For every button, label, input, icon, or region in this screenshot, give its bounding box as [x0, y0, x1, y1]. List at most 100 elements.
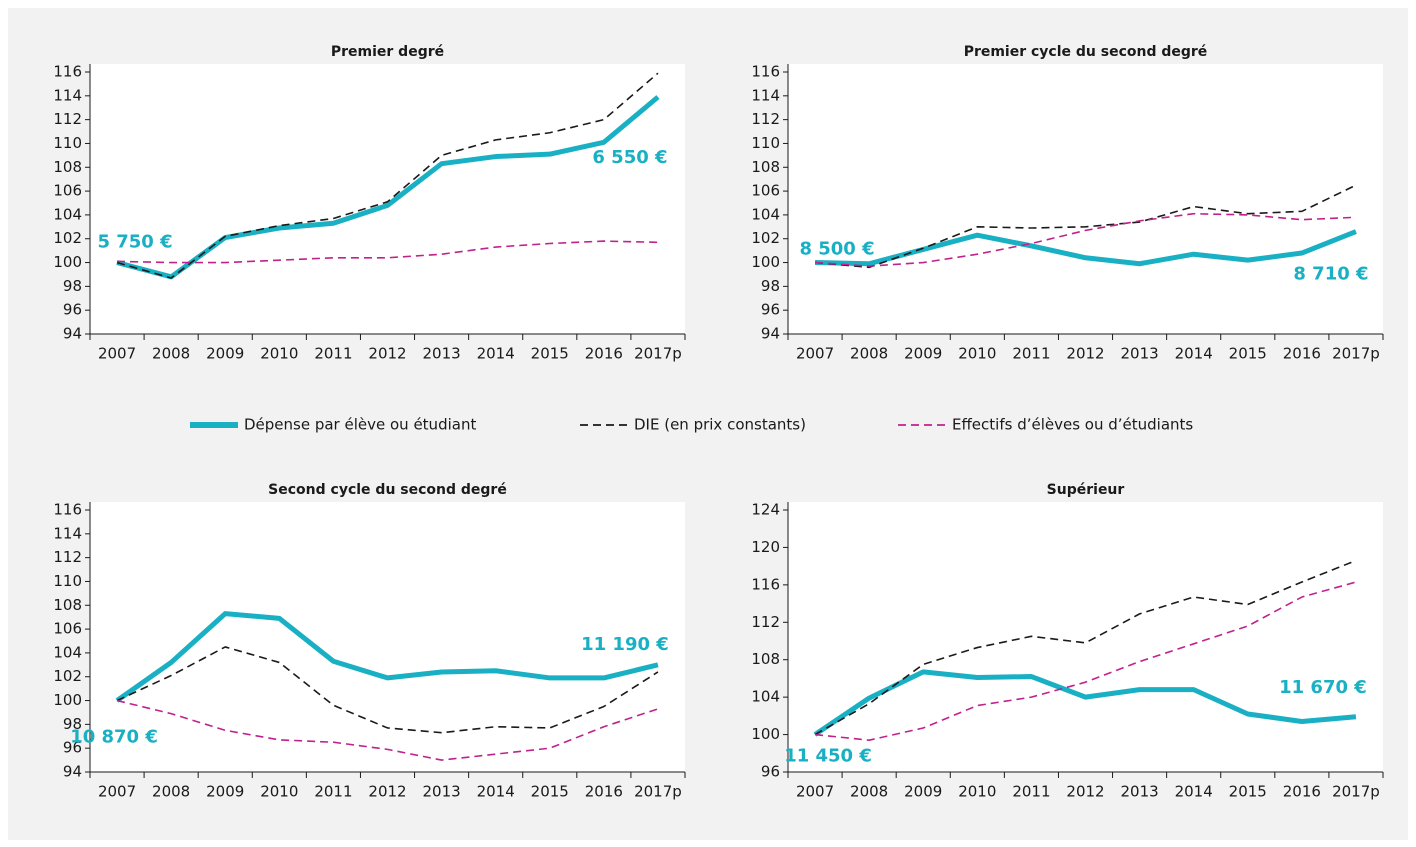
- x-tick-label: 2011: [1012, 783, 1050, 801]
- plot-area: [788, 64, 1383, 334]
- y-tick-label: 100: [751, 725, 780, 743]
- x-tick-label: 2012: [1066, 345, 1104, 363]
- y-tick-label: 94: [63, 325, 82, 343]
- x-tick-label: 2009: [206, 345, 244, 363]
- y-tick-label: 124: [751, 501, 780, 519]
- y-tick-label: 100: [53, 691, 82, 709]
- y-tick-label: 112: [53, 548, 82, 566]
- x-tick-label: 2010: [260, 783, 298, 801]
- x-tick-label: 2007: [98, 345, 136, 363]
- annotation: 6 550 €: [592, 147, 667, 168]
- y-tick-label: 102: [751, 229, 780, 247]
- annotation: 8 710 €: [1293, 264, 1368, 285]
- series-line: [115, 611, 659, 703]
- x-tick-label: 2015: [531, 783, 569, 801]
- y-tick-label: 116: [53, 63, 82, 81]
- y-tick-label: 110: [751, 134, 780, 152]
- x-tick-label: 2010: [958, 345, 996, 363]
- x-tick-label: 2011: [1012, 345, 1050, 363]
- x-tick-label: 2007: [796, 345, 834, 363]
- x-tick-label: 2016: [585, 783, 623, 801]
- y-tick-label: 114: [53, 524, 82, 542]
- x-tick-label: 2007: [98, 783, 136, 801]
- x-tick-label: 2014: [477, 345, 515, 363]
- annotation: 11 450 €: [784, 746, 872, 767]
- y-tick-label: 100: [53, 253, 82, 271]
- x-tick-label: 2011: [314, 783, 352, 801]
- x-tick-label: 2009: [904, 345, 942, 363]
- y-tick-label: 102: [53, 229, 82, 247]
- y-tick-label: 120: [751, 538, 780, 556]
- chart-title: Supérieur: [1047, 482, 1125, 498]
- x-tick-label: 2017p: [634, 783, 682, 801]
- x-tick-label: 2012: [368, 783, 406, 801]
- annotation: 10 870 €: [70, 727, 158, 748]
- x-tick-label: 2009: [206, 783, 244, 801]
- y-tick-label: 100: [751, 253, 780, 271]
- y-tick-label: 112: [751, 110, 780, 128]
- x-tick-label: 2013: [422, 783, 460, 801]
- annotation: 11 190 €: [581, 634, 669, 655]
- series-line: [814, 212, 1356, 267]
- x-tick-label: 2015: [531, 345, 569, 363]
- y-tick-label: 98: [761, 277, 780, 295]
- y-tick-label: 104: [53, 643, 82, 661]
- x-tick-label: 2007: [796, 783, 834, 801]
- y-tick-label: 108: [751, 650, 780, 668]
- y-tick-label: 114: [751, 86, 780, 104]
- y-tick-label: 102: [53, 667, 82, 685]
- series-line: [814, 184, 1357, 269]
- x-tick-label: 2013: [422, 345, 460, 363]
- x-tick-label: 2013: [1120, 783, 1158, 801]
- x-tick-label: 2016: [585, 345, 623, 363]
- x-tick-label: 2010: [958, 783, 996, 801]
- y-tick-label: 106: [53, 182, 82, 200]
- x-tick-label: 2013: [1120, 345, 1158, 363]
- y-tick-label: 104: [751, 205, 780, 223]
- x-tick-label: 2008: [152, 345, 190, 363]
- x-tick-label: 2014: [1175, 345, 1213, 363]
- y-tick-label: 116: [751, 63, 780, 81]
- legend-label: Effectifs d’élèves ou d’étudiants: [952, 416, 1193, 434]
- y-tick-label: 96: [63, 301, 82, 319]
- x-tick-label: 2009: [904, 783, 942, 801]
- y-tick-label: 116: [53, 501, 82, 519]
- x-tick-label: 2011: [314, 345, 352, 363]
- y-tick-label: 106: [751, 182, 780, 200]
- x-tick-label: 2017p: [634, 345, 682, 363]
- x-tick-label: 2014: [477, 783, 515, 801]
- legend-label: DIE (en prix constants): [634, 416, 806, 434]
- series-line: [116, 646, 659, 734]
- x-tick-label: 2017p: [1332, 345, 1380, 363]
- series-line: [116, 72, 659, 279]
- y-tick-label: 110: [53, 572, 82, 590]
- y-tick-label: 96: [761, 301, 780, 319]
- y-tick-label: 114: [53, 86, 82, 104]
- annotation: 8 500 €: [799, 239, 874, 260]
- series-line: [814, 581, 1357, 741]
- chart-title: Premier degré: [331, 44, 444, 60]
- y-tick-label: 116: [751, 575, 780, 593]
- x-tick-label: 2012: [1066, 783, 1104, 801]
- y-tick-label: 104: [53, 205, 82, 223]
- y-tick-label: 108: [53, 596, 82, 614]
- y-tick-label: 96: [63, 739, 82, 757]
- y-tick-label: 112: [751, 613, 780, 631]
- series-line: [813, 669, 1357, 737]
- y-tick-label: 94: [63, 763, 82, 781]
- x-tick-label: 2010: [260, 345, 298, 363]
- x-tick-label: 2008: [850, 783, 888, 801]
- x-tick-label: 2015: [1229, 783, 1267, 801]
- chart-title: Second cycle du second degré: [268, 482, 507, 498]
- x-tick-label: 2016: [1283, 345, 1321, 363]
- y-tick-label: 108: [751, 158, 780, 176]
- y-tick-label: 104: [751, 688, 780, 706]
- x-tick-label: 2008: [152, 783, 190, 801]
- series-line: [814, 559, 1357, 736]
- x-tick-label: 2012: [368, 345, 406, 363]
- y-tick-label: 94: [761, 325, 780, 343]
- plot-area: [788, 502, 1383, 772]
- y-tick-label: 112: [53, 110, 82, 128]
